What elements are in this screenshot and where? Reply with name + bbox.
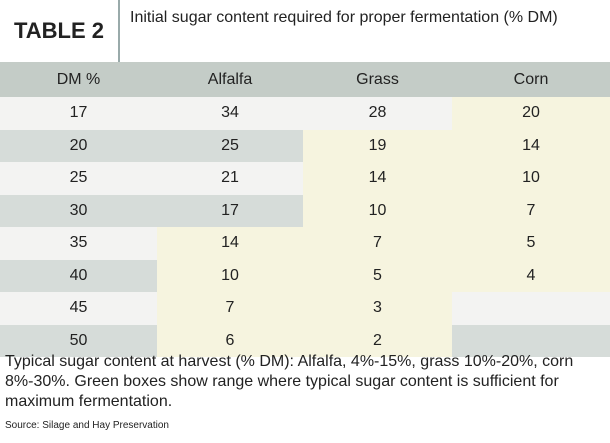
- table-cell: 34: [157, 97, 303, 130]
- table-title: Initial sugar content required for prope…: [130, 9, 558, 26]
- table-cell: 17: [0, 97, 157, 130]
- table-cell: 10: [303, 194, 452, 227]
- table-cell: 7: [452, 194, 610, 227]
- table-label: TABLE 2: [0, 0, 120, 62]
- table: DM % Alfalfa Grass Corn 17 34 28 20 20 25 19 14 25 21…: [0, 62, 610, 357]
- table-cell: 21: [157, 162, 303, 195]
- table-cell: 6: [157, 324, 303, 357]
- table-cell: 25: [0, 162, 157, 195]
- footnote: Typical sugar content at harvest (% DM):…: [5, 353, 574, 410]
- table-cell: [452, 292, 610, 325]
- table-cell: 45: [0, 292, 157, 325]
- table-cell: 10: [452, 162, 610, 195]
- table-cell: 25: [157, 129, 303, 162]
- column-header: Corn: [452, 62, 610, 97]
- table-cell: 5: [303, 259, 452, 292]
- table-cell: [452, 324, 610, 357]
- table-cell: 19: [303, 129, 452, 162]
- table-header: TABLE 2 Initial sugar content required f…: [0, 0, 610, 62]
- table-cell: 40: [0, 259, 157, 292]
- table-cell: 4: [452, 259, 610, 292]
- table-cell: 14: [303, 162, 452, 195]
- table-cell: 30: [0, 194, 157, 227]
- table-cell: 7: [303, 227, 452, 260]
- table-cell: 17: [157, 194, 303, 227]
- table-cell: 20: [0, 129, 157, 162]
- source: Source: Silage and Hay Preservation: [5, 420, 169, 431]
- table-cell: 5: [452, 227, 610, 260]
- column-header: Alfalfa: [157, 62, 303, 97]
- column-header: Grass: [303, 62, 452, 97]
- table-cell: 14: [452, 129, 610, 162]
- table-cell: 2: [303, 324, 452, 357]
- table-cell: 20: [452, 97, 610, 130]
- table-cell: 35: [0, 227, 157, 260]
- table-cell: 10: [157, 259, 303, 292]
- table-cell: 7: [157, 292, 303, 325]
- table-cell: 50: [0, 324, 157, 357]
- table-cell: 28: [303, 97, 452, 130]
- table-cell: 3: [303, 292, 452, 325]
- table-cell: 14: [157, 227, 303, 260]
- column-header: DM %: [0, 62, 157, 97]
